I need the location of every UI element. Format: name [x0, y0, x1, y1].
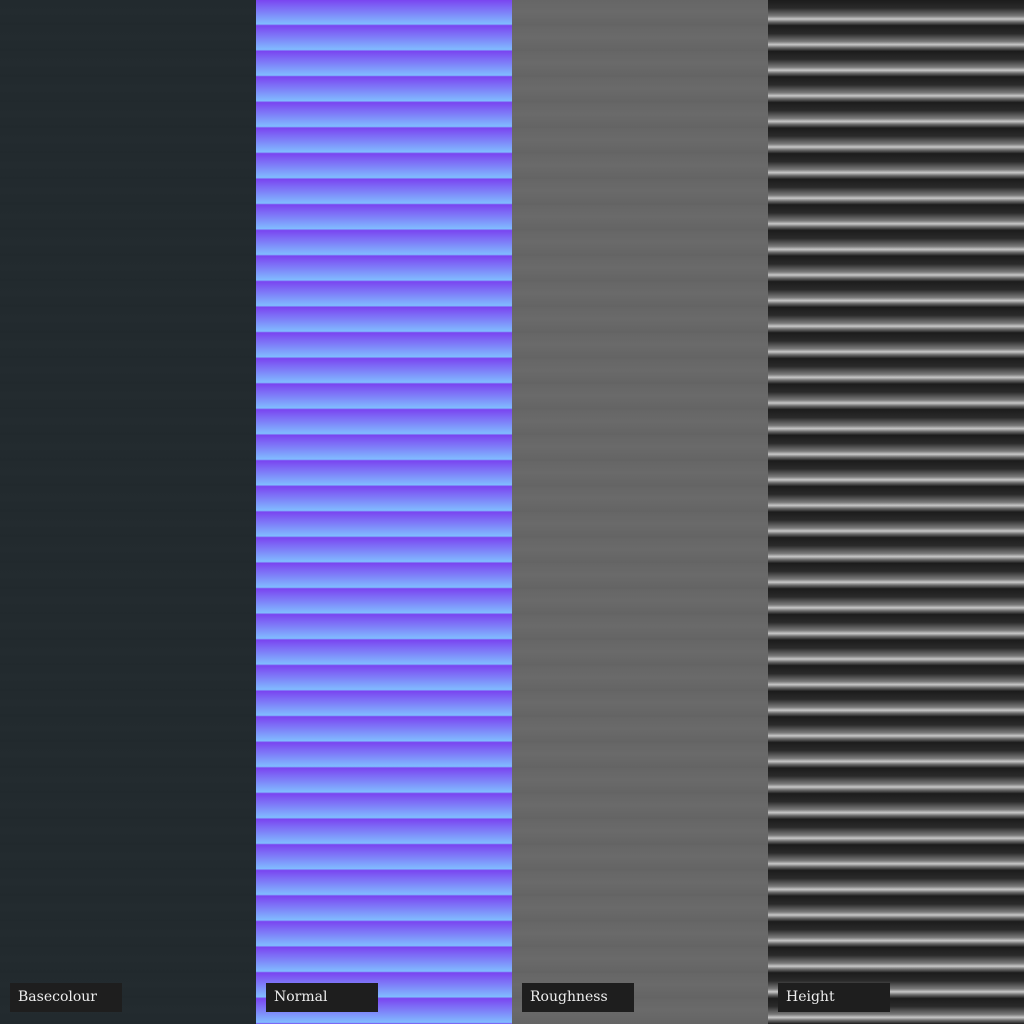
- height-panel: Height: [768, 0, 1024, 1024]
- normal-panel: Normal: [256, 0, 512, 1024]
- basecolour-panel: Basecolour: [0, 0, 256, 1024]
- roughness-label: Roughness: [522, 983, 634, 1012]
- roughness-panel: Roughness: [512, 0, 768, 1024]
- normal-label: Normal: [266, 983, 378, 1012]
- basecolour-label: Basecolour: [10, 983, 122, 1012]
- height-label: Height: [778, 983, 890, 1012]
